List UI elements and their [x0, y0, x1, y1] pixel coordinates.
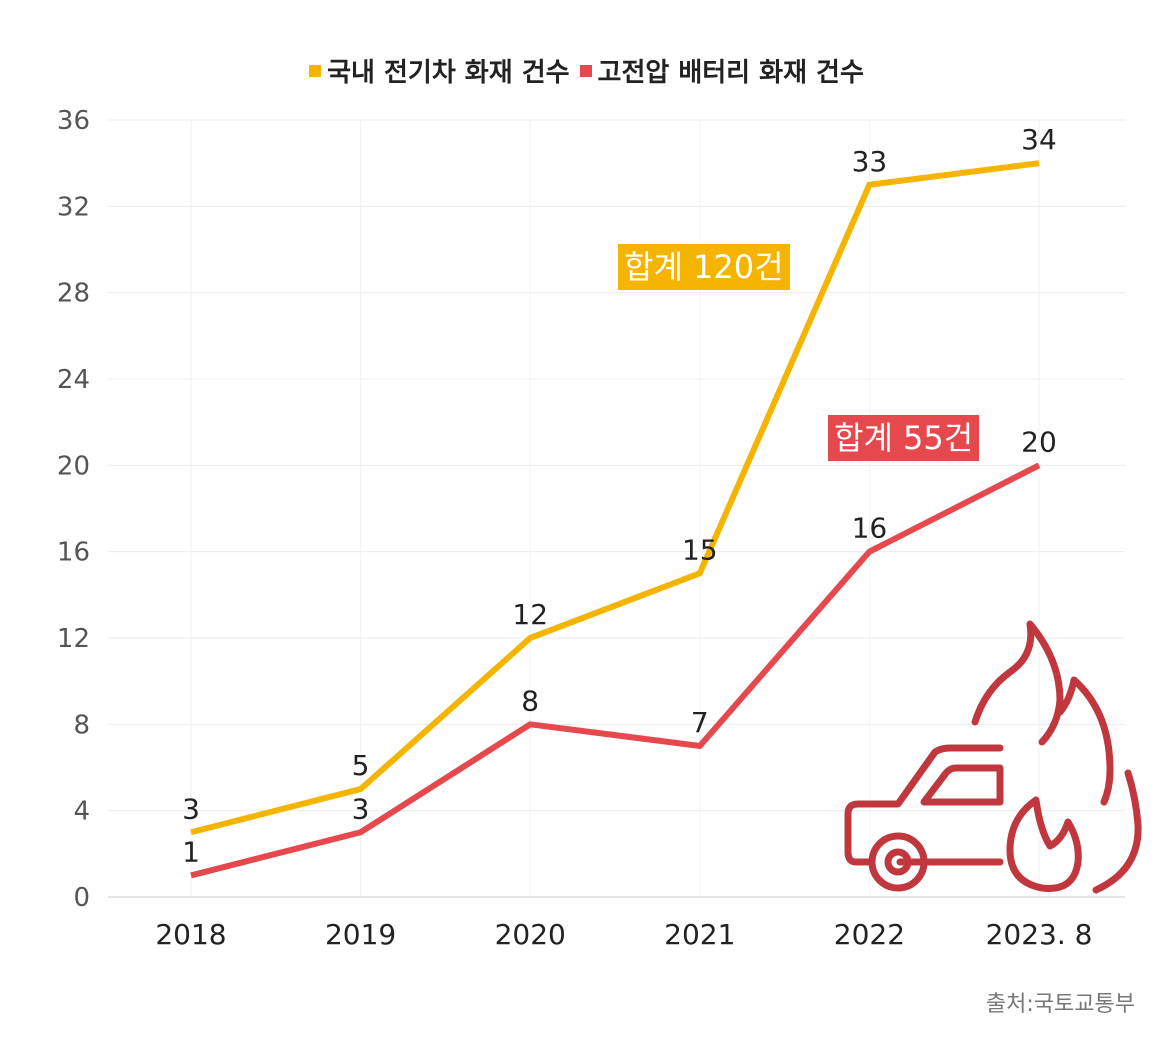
series-line-1 — [190, 160, 1040, 836]
legend-item-battery-fires: 고전압 배터리 화재 건수 — [579, 52, 864, 89]
y-tick-label: 32 — [57, 192, 90, 222]
x-axis-ticks: 2018 2019 2020 2021 2022 2023. 8 — [155, 918, 1092, 951]
data-labels: 3 5 12 15 33 34 1 3 8 7 16 20 — [182, 123, 1057, 868]
series-line-2 — [190, 462, 1041, 879]
y-tick-label: 28 — [57, 279, 90, 309]
x-tick-label: 2023. 8 — [986, 918, 1093, 951]
legend-swatch-ev-fires — [309, 64, 322, 77]
total-label-ev-fires: 합계 120건 — [618, 244, 790, 291]
data-label-series-2: 20 — [1021, 425, 1057, 458]
x-tick-label: 2020 — [495, 918, 566, 951]
y-tick-label: 12 — [57, 624, 90, 654]
y-tick-label: 16 — [57, 538, 90, 568]
source-note: 출처:국토교통부 — [985, 992, 1135, 1017]
y-tick-label: 20 — [57, 451, 90, 481]
data-label-series-1: 33 — [852, 145, 888, 178]
legend: 국내 전기차 화재 건수 고전압 배터리 화재 건수 — [0, 52, 1173, 89]
legend-label-ev-fires: 국내 전기차 화재 건수 — [327, 58, 570, 88]
y-axis-ticks: 0 4 8 12 16 20 24 28 32 36 — [57, 106, 90, 913]
x-tick-label: 2018 — [155, 918, 226, 951]
x-tick-label: 2019 — [325, 918, 396, 951]
data-label-series-2: 3 — [352, 792, 370, 825]
y-tick-label: 4 — [73, 797, 90, 827]
y-tick-label: 24 — [57, 365, 90, 395]
data-label-series-1: 12 — [512, 598, 548, 631]
data-label-series-2: 1 — [182, 835, 200, 868]
data-label-series-1: 3 — [182, 792, 200, 825]
legend-label-battery-fires: 고전압 배터리 화재 건수 — [597, 58, 864, 88]
data-label-series-1: 5 — [352, 749, 370, 782]
data-label-series-2: 7 — [691, 706, 709, 739]
y-tick-label: 0 — [73, 883, 90, 913]
data-label-series-1: 34 — [1021, 123, 1057, 156]
legend-item-ev-fires: 국내 전기차 화재 건수 — [309, 52, 570, 89]
x-tick-label: 2022 — [834, 918, 905, 951]
total-label-battery-fires: 합계 55건 — [828, 415, 980, 462]
car-fire-icon — [844, 620, 1142, 894]
y-tick-label: 8 — [73, 710, 90, 740]
data-label-series-2: 8 — [521, 684, 539, 717]
legend-swatch-battery-fires — [579, 64, 592, 77]
data-label-series-2: 16 — [852, 512, 888, 545]
grid-lines — [108, 119, 1125, 898]
x-tick-label: 2021 — [664, 918, 735, 951]
data-label-series-1: 15 — [682, 533, 718, 566]
y-tick-label: 36 — [57, 106, 90, 136]
series-lines — [190, 160, 1041, 879]
